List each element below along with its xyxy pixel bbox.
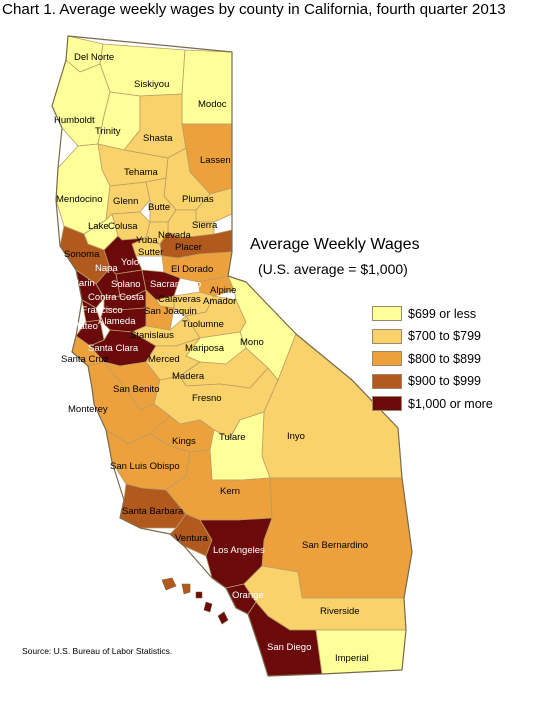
county-label-los-angeles: Los Angeles — [213, 545, 265, 556]
county-label-solano: Solano — [111, 279, 141, 290]
county-label-mariposa: Mariposa — [185, 343, 225, 354]
county-label-tehama: Tehama — [124, 167, 159, 178]
legend-item-900-to-999: $900 to $999 — [372, 373, 493, 390]
legend-label: $1,000 or more — [408, 396, 493, 411]
county-label-sacramento: Sacramento — [150, 279, 201, 290]
legend-swatch — [372, 373, 402, 389]
legend-label: $900 to $999 — [408, 374, 481, 388]
county-label-mendocino: Mendocino — [56, 194, 102, 205]
county-label-sonoma: Sonoma — [64, 249, 100, 260]
county-shapes — [51, 35, 413, 677]
county-label-mono: Mono — [240, 337, 264, 348]
county-label-kings: Kings — [172, 436, 196, 447]
county-label-placer: Placer — [175, 242, 202, 253]
source-note: Source: U.S. Bureau of Labor Statistics. — [22, 646, 173, 656]
county-label-plumas: Plumas — [182, 194, 214, 205]
legend-swatch — [372, 328, 402, 344]
county-label-trinity: Trinity — [95, 126, 121, 137]
county-label-santa-barbara: Santa Barbara — [122, 506, 184, 517]
county-label-santa-cruz: Santa Cruz — [61, 354, 109, 365]
county-label-napa: Napa — [95, 263, 118, 274]
channel-island-1 — [161, 577, 177, 591]
county-label-butte: Butte — [148, 202, 170, 213]
county-modoc — [181, 49, 233, 125]
legend-subtitle: (U.S. average = $1,000) — [258, 261, 408, 277]
legend: $699 or less $700 to $799 $800 to $899 $… — [372, 305, 493, 418]
legend-item-699-or-less: $699 or less — [372, 305, 493, 322]
county-label-san-luis-obispo: San Luis Obispo — [110, 461, 180, 472]
county-label-san-benito: San Benito — [113, 384, 159, 395]
county-label-tuolumne: Tuolumne — [182, 319, 224, 330]
county-label-glenn: Glenn — [113, 196, 138, 207]
legend-item-800-to-899: $800 to $899 — [372, 350, 493, 367]
county-label-san-francisco: San Francisco — [62, 305, 123, 316]
county-label-riverside: Riverside — [320, 606, 360, 617]
channel-island-5 — [195, 591, 203, 599]
county-label-del-norte: Del Norte — [74, 52, 114, 63]
county-label-imperial: Imperial — [335, 653, 369, 664]
county-label-alameda: Alameda — [98, 316, 136, 327]
chart-title: Chart 1. Average weekly wages by county … — [2, 1, 506, 18]
county-label-sutter: Sutter — [138, 247, 163, 258]
county-label-sierra: Sierra — [192, 220, 218, 231]
county-label-fresno: Fresno — [192, 393, 222, 404]
county-label-alpine: Alpine — [210, 285, 236, 296]
county-label-san-bernardino: San Bernardino — [302, 540, 368, 551]
county-label-humboldt: Humboldt — [54, 115, 95, 126]
county-label-monterey: Monterey — [68, 404, 108, 415]
county-label-yuba: Yuba — [136, 235, 158, 246]
county-label-colusa: Colusa — [108, 221, 138, 232]
legend-label: $800 to $899 — [408, 351, 481, 366]
county-label-merced: Merced — [148, 354, 180, 365]
legend-swatch — [372, 396, 402, 411]
county-label-inyo: Inyo — [287, 431, 305, 442]
channel-island-2 — [181, 583, 191, 595]
channel-island-4 — [217, 611, 229, 625]
county-label-santa-clara: Santa Clara — [88, 343, 139, 354]
county-alpine — [197, 275, 235, 297]
california-outline — [51, 35, 413, 677]
channel-island-3 — [203, 601, 213, 613]
state-outline — [51, 35, 413, 677]
county-label-lassen: Lassen — [200, 155, 231, 166]
legend-label: $700 to $799 — [408, 329, 481, 343]
legend-label: $699 or less — [408, 306, 477, 321]
county-label-tulare: Tulare — [219, 432, 246, 443]
county-label-yolo: Yolo — [121, 257, 139, 268]
county-label-san-diego: San Diego — [267, 642, 311, 653]
county-label-el-dorado: El Dorado — [171, 264, 213, 275]
county-label-orange: Orange — [232, 590, 264, 601]
county-imperial — [315, 629, 407, 675]
county-label-ventura: Ventura — [175, 533, 208, 544]
county-label-modoc: Modoc — [198, 99, 227, 110]
county-label-san-mateo: San Mateo — [52, 321, 98, 332]
legend-item-700-to-799: $700 to $799 — [372, 328, 493, 345]
county-label-contra-costa: Contra Costa — [88, 292, 145, 303]
county-label-siskiyou: Siskiyou — [134, 79, 169, 90]
legend-item-1000-or-more: $1,000 or more — [372, 395, 493, 412]
legend-swatch — [372, 351, 402, 366]
county-label-stanislaus: Stanislaus — [130, 330, 174, 341]
county-label-madera: Madera — [172, 371, 205, 382]
county-label-kern: Kern — [220, 486, 240, 497]
county-label-lake: Lake — [88, 221, 109, 232]
county-label-san-joaquin: San Joaquin — [144, 306, 197, 317]
county-label-calaveras: Calaveras — [158, 294, 201, 305]
legend-title: Average Weekly Wages — [250, 236, 420, 253]
county-label-marin: Marin — [71, 278, 95, 289]
county-label-shasta: Shasta — [143, 133, 173, 144]
county-label-amador: Amador — [203, 296, 236, 307]
legend-swatch — [372, 306, 402, 321]
county-label-nevada: Nevada — [158, 230, 191, 241]
